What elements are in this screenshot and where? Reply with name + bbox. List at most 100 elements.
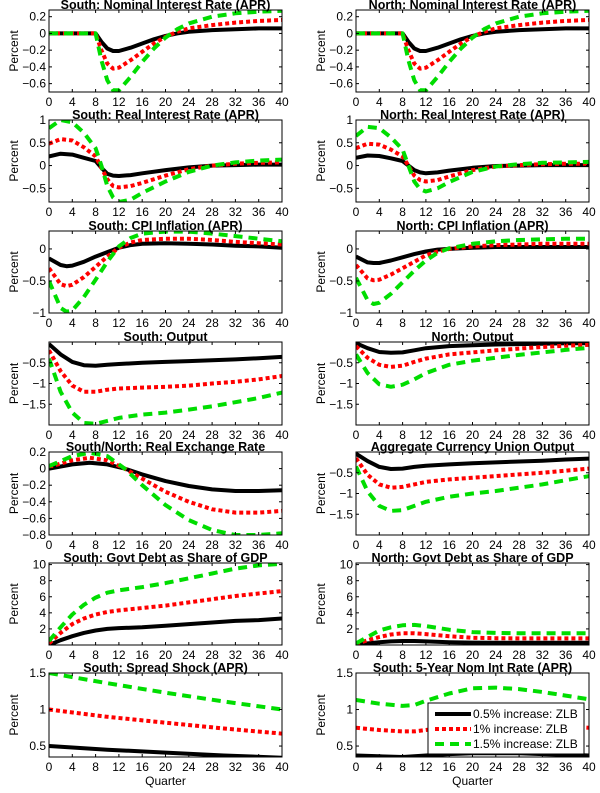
y-tick-label: −0.4 bbox=[22, 495, 46, 509]
y-tick-label: −1.5 bbox=[329, 507, 353, 521]
x-tick-label: 40 bbox=[275, 648, 289, 662]
x-tick-label: 24 bbox=[489, 95, 503, 109]
x-tick-label: 24 bbox=[489, 316, 503, 330]
y-axis-label: Percent bbox=[7, 140, 21, 182]
x-tick-label: 12 bbox=[419, 538, 433, 552]
y-axis-label: Percent bbox=[314, 140, 328, 182]
x-tick-label: 24 bbox=[489, 428, 503, 442]
x-tick-label: 40 bbox=[582, 648, 596, 662]
y-tick-label: 0.5 bbox=[336, 739, 353, 753]
y-axis-label: Percent bbox=[7, 694, 21, 736]
x-tick-label: 24 bbox=[182, 428, 196, 442]
x-tick-label: 4 bbox=[69, 428, 76, 442]
x-tick-label: 28 bbox=[512, 760, 526, 774]
x-tick-label: 8 bbox=[92, 95, 99, 109]
x-tick-label: 16 bbox=[443, 205, 457, 219]
series-line-1 bbox=[356, 26, 589, 53]
x-tick-label: 0 bbox=[353, 760, 360, 774]
x-tick-label: 36 bbox=[559, 760, 573, 774]
x-tick-label: 20 bbox=[159, 538, 173, 552]
y-tick-label: 1 bbox=[346, 703, 353, 717]
y-tick-label: −1 bbox=[32, 377, 46, 391]
x-tick-label: 0 bbox=[353, 428, 360, 442]
x-tick-label: 28 bbox=[205, 648, 219, 662]
x-tick-label: 16 bbox=[443, 538, 457, 552]
x-tick-label: 20 bbox=[466, 648, 480, 662]
y-axis-label: Percent bbox=[7, 30, 21, 72]
y-tick-label: −0.8 bbox=[22, 528, 46, 542]
series-line-2 bbox=[356, 342, 589, 369]
x-tick-label: 4 bbox=[376, 95, 383, 109]
y-tick-label: −0.5 bbox=[22, 274, 46, 288]
x-tick-label: 28 bbox=[205, 205, 219, 219]
x-tick-label: 40 bbox=[275, 760, 289, 774]
series-line-2 bbox=[356, 141, 589, 184]
x-tick-label: 4 bbox=[376, 648, 383, 662]
series-line-1 bbox=[356, 245, 589, 265]
y-tick-label: 1.5 bbox=[29, 666, 46, 680]
x-tick-label: 8 bbox=[92, 538, 99, 552]
x-tick-label: 12 bbox=[419, 205, 433, 219]
x-tick-label: 0 bbox=[46, 95, 53, 109]
x-tick-label: 16 bbox=[136, 205, 150, 219]
subplot-8: 0 4 8 12 16 20 24 28 32 36 40 −0.5 −1 −1.5 North: Outp… bbox=[314, 330, 596, 442]
legend-label-1: 0.5% increase: ZLB bbox=[473, 707, 578, 721]
series-line-1 bbox=[49, 342, 282, 368]
series-line-3 bbox=[49, 357, 282, 425]
y-tick-label: 0 bbox=[39, 26, 46, 40]
x-tick-label: 24 bbox=[489, 648, 503, 662]
subplot-title: South: Nominal Interest Rate (APR) bbox=[61, 0, 271, 12]
x-tick-label: 0 bbox=[46, 648, 53, 662]
series-line-1 bbox=[356, 452, 589, 471]
y-tick-label: 0 bbox=[39, 242, 46, 256]
x-tick-label: 4 bbox=[376, 428, 383, 442]
x-tick-label: 40 bbox=[582, 95, 596, 109]
x-tick-label: 8 bbox=[399, 538, 406, 552]
x-tick-label: 16 bbox=[136, 648, 150, 662]
y-tick-label: 0.5 bbox=[29, 739, 46, 753]
x-tick-label: 32 bbox=[536, 538, 550, 552]
x-tick-label: 24 bbox=[182, 760, 196, 774]
x-tick-label: 16 bbox=[136, 428, 150, 442]
x-tick-label: 40 bbox=[582, 316, 596, 330]
y-tick-label: −0.6 bbox=[22, 77, 46, 91]
x-tick-label: 8 bbox=[399, 760, 406, 774]
y-tick-label: 1 bbox=[39, 703, 46, 717]
plot-area bbox=[49, 673, 282, 757]
x-tick-label: 28 bbox=[512, 538, 526, 552]
y-tick-label: 0.2 bbox=[29, 10, 46, 24]
subplot-title: North: Govt Debt as Share of GDP bbox=[371, 551, 573, 565]
subplot-title: South: 5-Year Nom Int Rate (APR) bbox=[373, 661, 572, 675]
x-tick-label: 20 bbox=[466, 428, 480, 442]
subplot-title: North: CPI Inflation (APR) bbox=[396, 219, 548, 233]
y-tick-label: −0.5 bbox=[329, 466, 353, 480]
x-tick-label: 28 bbox=[512, 648, 526, 662]
series-line-2 bbox=[356, 631, 589, 645]
x-tick-label: 36 bbox=[559, 316, 573, 330]
y-tick-label: 0 bbox=[346, 242, 353, 256]
x-tick-label: 0 bbox=[353, 205, 360, 219]
series-line-3 bbox=[356, 622, 589, 645]
x-tick-label: 0 bbox=[46, 428, 53, 442]
x-tick-label: 12 bbox=[112, 428, 126, 442]
y-tick-label: 6 bbox=[346, 590, 353, 604]
x-tick-label: 36 bbox=[252, 648, 266, 662]
x-tick-label: 8 bbox=[92, 760, 99, 774]
x-tick-label: 40 bbox=[582, 538, 596, 552]
y-tick-label: 6 bbox=[39, 590, 46, 604]
x-tick-label: 4 bbox=[69, 205, 76, 219]
x-tick-label: 20 bbox=[159, 95, 173, 109]
y-axis-label: Percent bbox=[314, 694, 328, 736]
series-line-3 bbox=[49, 120, 282, 202]
x-tick-label: 12 bbox=[112, 760, 126, 774]
y-tick-label: 4 bbox=[39, 606, 46, 620]
y-tick-label: 0.2 bbox=[336, 10, 353, 24]
x-tick-label: 20 bbox=[159, 428, 173, 442]
subplot-title: South: Output bbox=[124, 330, 209, 344]
x-axis-label: Quarter bbox=[452, 774, 493, 788]
x-tick-label: 16 bbox=[136, 760, 150, 774]
x-tick-label: 12 bbox=[419, 428, 433, 442]
